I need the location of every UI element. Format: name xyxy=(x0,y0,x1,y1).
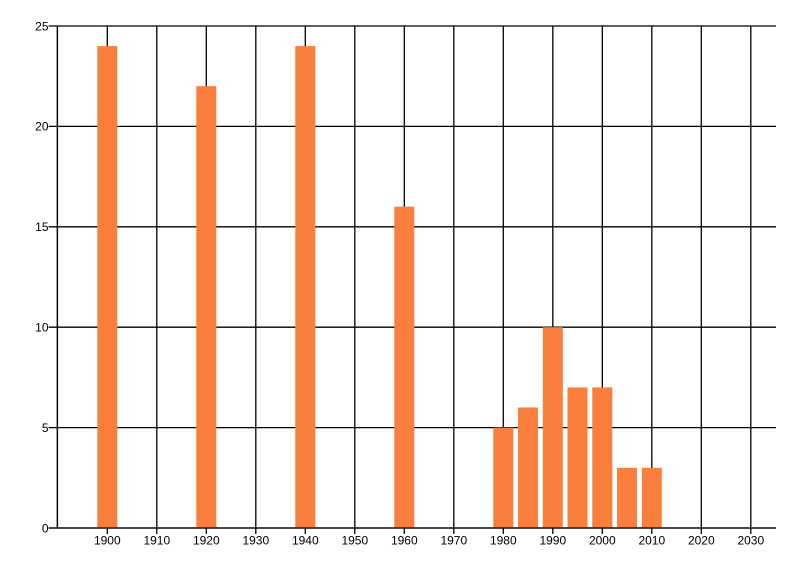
svg-text:1970: 1970 xyxy=(440,534,467,548)
svg-text:1900: 1900 xyxy=(94,534,121,548)
svg-text:10: 10 xyxy=(35,321,49,335)
svg-text:2000: 2000 xyxy=(589,534,616,548)
svg-text:1960: 1960 xyxy=(391,534,418,548)
svg-text:1940: 1940 xyxy=(292,534,319,548)
svg-text:1930: 1930 xyxy=(242,534,269,548)
svg-text:20: 20 xyxy=(35,120,49,134)
svg-text:15: 15 xyxy=(35,220,49,234)
svg-text:0: 0 xyxy=(42,521,49,535)
svg-text:2030: 2030 xyxy=(737,534,764,548)
svg-text:25: 25 xyxy=(35,19,49,33)
svg-text:1920: 1920 xyxy=(193,534,220,548)
svg-text:1980: 1980 xyxy=(490,534,517,548)
svg-text:1990: 1990 xyxy=(539,534,566,548)
svg-text:2010: 2010 xyxy=(638,534,665,548)
svg-text:1910: 1910 xyxy=(143,534,170,548)
svg-text:5: 5 xyxy=(42,421,49,435)
svg-text:1950: 1950 xyxy=(341,534,368,548)
svg-text:2020: 2020 xyxy=(688,534,715,548)
